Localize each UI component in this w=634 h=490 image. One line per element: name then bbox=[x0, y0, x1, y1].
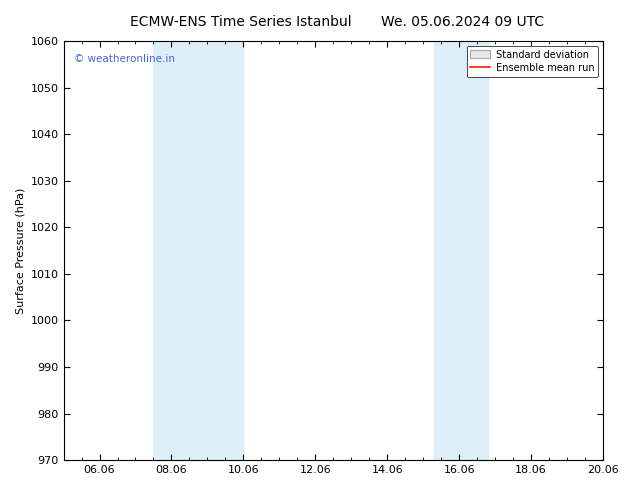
Bar bbox=[153, 41, 190, 460]
Text: We. 05.06.2024 09 UTC: We. 05.06.2024 09 UTC bbox=[381, 15, 545, 29]
Text: ECMW-ENS Time Series Istanbul: ECMW-ENS Time Series Istanbul bbox=[130, 15, 352, 29]
Text: © weatheronline.in: © weatheronline.in bbox=[74, 53, 176, 64]
Bar bbox=[459, 41, 488, 460]
Bar bbox=[190, 41, 243, 460]
Legend:  Standard deviation,  Ensemble mean run: Standard deviation, Ensemble mean run bbox=[467, 46, 598, 76]
Y-axis label: Surface Pressure (hPa): Surface Pressure (hPa) bbox=[15, 187, 25, 314]
Bar bbox=[434, 41, 459, 460]
